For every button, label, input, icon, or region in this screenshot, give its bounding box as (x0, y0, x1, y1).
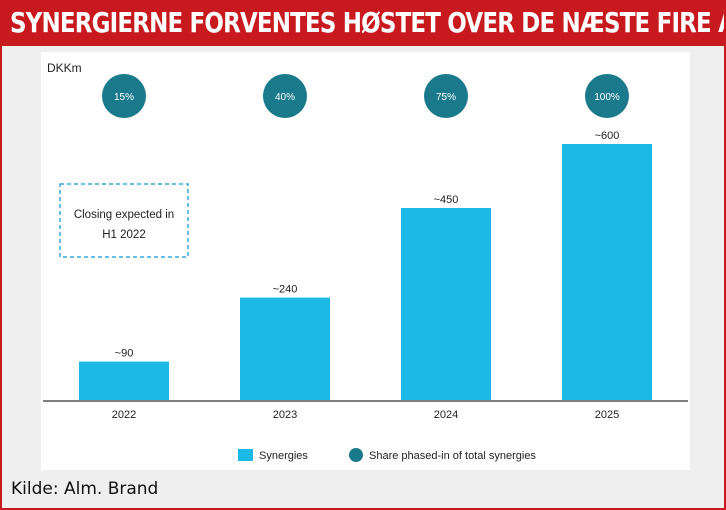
legend-swatch-synergies (238, 449, 253, 461)
bars: ~90 ~240 ~450 ~600 (79, 130, 652, 400)
bar-value-label: ~450 (434, 194, 459, 206)
annotation-box (59, 183, 189, 258)
bar-value-label: ~600 (595, 130, 620, 142)
share-circles: 15% 40% 75% 100% (102, 74, 629, 118)
x-tick-label: 2025 (595, 409, 619, 421)
unit-label: DKKm (47, 61, 82, 75)
share-label: 15% (114, 92, 134, 103)
x-tick-label: 2024 (434, 409, 458, 421)
closing-annotation: Closing expected in H1 2022 (59, 183, 189, 258)
source-text: Kilde: Alm. Brand (11, 479, 159, 499)
annotation-text: H1 2022 (102, 229, 145, 241)
bar (562, 144, 652, 400)
share-circle (102, 74, 146, 118)
share-circle (263, 74, 307, 118)
bar-value-label: ~90 (115, 348, 134, 360)
share-label: 75% (436, 92, 456, 103)
title-banner: SYNERGIERNE FORVENTES HØSTET OVER DE NÆS… (2, 2, 724, 46)
legend-swatch-share (349, 448, 363, 462)
bar (79, 361, 169, 400)
annotation-text: Closing expected in (74, 209, 174, 221)
x-axis: 2022 2023 2024 2025 (43, 400, 688, 421)
share-label: 40% (275, 92, 295, 103)
legend: Synergies Share phased-in of total synerg… (238, 448, 536, 462)
footer: Kilde: Alm. Brand (2, 474, 724, 508)
bar (240, 297, 330, 400)
bar-value-label: ~240 (273, 284, 298, 296)
share-circle (424, 74, 468, 118)
legend-label: Share phased-in of total synergies (369, 450, 536, 462)
x-tick-label: 2022 (112, 409, 136, 421)
bar (401, 208, 491, 400)
x-tick-label: 2023 (273, 409, 297, 421)
page-title: SYNERGIERNE FORVENTES HØSTET OVER DE NÆS… (10, 6, 726, 39)
share-label: 100% (594, 92, 620, 103)
legend-label: Synergies (259, 450, 308, 462)
share-circle (585, 74, 629, 118)
synergies-chart: DKKm 15% 40% 75% 100% Closing expected in H1… (43, 61, 688, 462)
